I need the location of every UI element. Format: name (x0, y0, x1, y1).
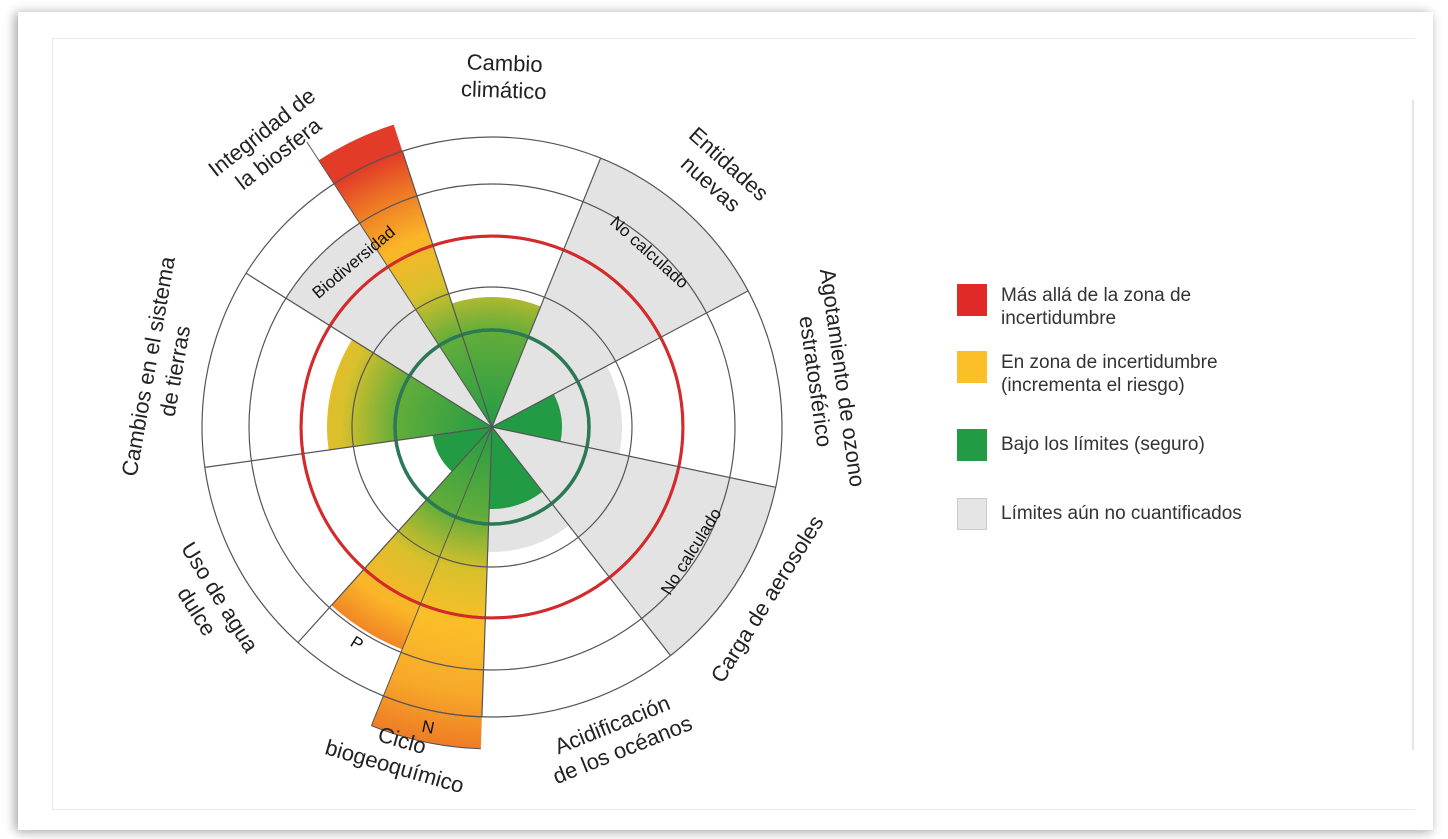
sector-divider (401, 151, 493, 428)
sector-divider (204, 426, 493, 468)
wedge-cambio-climatico (451, 297, 541, 427)
legend-swatch-green (957, 429, 987, 461)
uncertainty-boundary-circle (299, 234, 685, 620)
legend-text-unquantified: Límites aún no cuantificados (1001, 502, 1341, 525)
legend-swatch-grey (957, 498, 987, 530)
grey-biodiversidad-band (285, 223, 384, 321)
wedge-biosfera-genetica (318, 124, 492, 427)
label-integridad-biosfera: Integridad dela biosfera (203, 83, 336, 203)
wedge-agotamiento-ozono (492, 394, 563, 442)
n-bar-arc (383, 695, 482, 718)
grey-aerosoles (492, 427, 776, 656)
wedge-acidificacion (489, 427, 543, 510)
legend-line: Más allá de la zona de (1001, 285, 1192, 306)
legend-swatch-yellow (957, 351, 987, 383)
sector-divider (491, 426, 776, 488)
sector-divider (491, 290, 749, 428)
wedge-ciclo-p (331, 427, 492, 650)
legend-text-safe: Bajo los límites (seguro) (1001, 433, 1341, 456)
legend-text-uncertainty: En zona de incertidumbre (incrementa el … (1001, 351, 1341, 397)
figure-panel (52, 38, 1415, 810)
ring-circle-3 (248, 183, 736, 671)
sector-divider (491, 426, 671, 656)
legend-text-beyond: Más allá de la zona de incertidumbre (1001, 284, 1341, 330)
legend-swatch-red (957, 284, 987, 316)
wedge-uso-agua (432, 427, 492, 472)
legend-line: Límites aún no cuantificados (1001, 503, 1242, 524)
sector-divider (481, 426, 493, 717)
sub-divider (370, 426, 493, 726)
grey-entidades-nuevas (492, 158, 749, 427)
sector-divider (491, 157, 602, 428)
label-agotamiento-ozono: Agotamiento de ozonoestratosférico (788, 267, 870, 492)
legend-line: En zona de incertidumbre (1001, 352, 1218, 373)
wedge-cambios-tierras (327, 339, 492, 450)
label-acidificacion: Acidificaciónde los océanos (539, 685, 696, 789)
sector-fills (285, 124, 776, 749)
ring-circle-4 (201, 136, 783, 718)
ring-lines (201, 136, 783, 750)
ciclo-n-label: N (420, 717, 436, 738)
sub-divider (306, 141, 493, 428)
legend-line: incertidumbre (1001, 308, 1117, 329)
panel-edge (1412, 100, 1414, 750)
ciclo-p-label: P (347, 632, 367, 654)
safe-boundary-circle (393, 328, 591, 526)
sector-divider (245, 272, 493, 428)
label-uso-agua-dulce: Uso de aguadulce (153, 538, 264, 672)
label-cambio-climatico: Cambioclimático (461, 49, 548, 104)
sector-divider (297, 426, 493, 643)
n-bar-arc (371, 725, 481, 750)
legend-line: (incrementa el riesgo) (1001, 375, 1185, 396)
ring-circle-1 (351, 286, 633, 568)
legend-line: Bajo los límites (seguro) (1001, 434, 1205, 455)
label-cambios-tierras: Cambios en el sistemade tierras (117, 254, 207, 483)
